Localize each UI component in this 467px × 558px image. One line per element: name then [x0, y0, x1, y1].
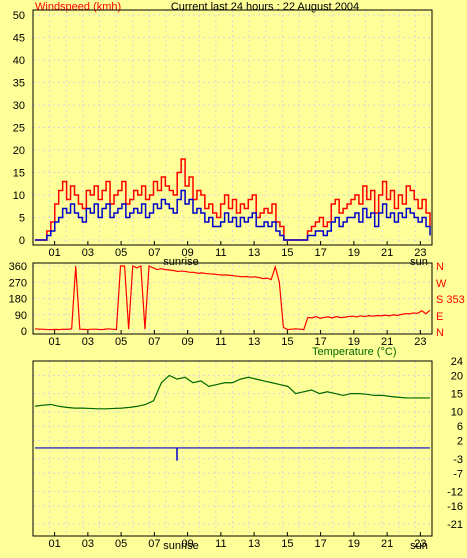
- temperature-ytick-2: 2: [457, 436, 463, 448]
- wind-xtick-23: 23: [414, 247, 426, 259]
- wind-chart-frame: [32, 9, 433, 246]
- temperature-xtick-07: 07: [148, 538, 160, 550]
- temperature-xtick-03: 03: [82, 538, 94, 550]
- direction-xtick-19: 19: [348, 336, 360, 348]
- temperature-xtick-13: 13: [248, 538, 260, 550]
- temperature-ytick--16: -16: [447, 501, 463, 513]
- wind-ytick-50: 50: [13, 10, 25, 22]
- direction-ytick-0: 0: [21, 326, 27, 338]
- wind-ytick-35: 35: [13, 78, 25, 90]
- wind-xtick-13: 13: [248, 247, 260, 259]
- temperature-ytick-15: 15: [451, 389, 463, 401]
- direction-xtick-17: 17: [314, 336, 326, 348]
- temperature-ytick-10: 10: [451, 407, 463, 419]
- wind-xtick-19: 19: [348, 247, 360, 259]
- direction-ytick-360: 360: [9, 261, 27, 273]
- wind-ytick-30: 30: [13, 100, 25, 112]
- wind-xtick-07: 07: [148, 247, 160, 259]
- wind-xtick-15: 15: [281, 247, 293, 259]
- temperature-xtick-09: 09: [181, 538, 193, 550]
- wind-ytick-0: 0: [19, 235, 25, 247]
- temperature-ytick-6: 6: [457, 421, 463, 433]
- direction-compass-label-4: N: [436, 327, 444, 339]
- direction-xtick-15: 15: [281, 336, 293, 348]
- temperature-ytick--21: -21: [447, 519, 463, 531]
- wind-ytick-5: 5: [19, 213, 25, 225]
- temperature-ytick--3: -3: [453, 454, 463, 466]
- direction-compass-label-2: S 353: [436, 294, 465, 306]
- wind-xtick-11: 11: [215, 247, 226, 259]
- direction-xtick-01: 01: [48, 336, 60, 348]
- direction-compass-label-3: E: [436, 311, 443, 323]
- direction-ytick-270: 270: [9, 277, 27, 289]
- wind-chart-title: Windspeed (kmh): [35, 1, 121, 13]
- wind-chart: [32, 9, 433, 246]
- wind-ytick-40: 40: [13, 55, 25, 67]
- wind-gust-series: [35, 158, 431, 241]
- wind-ytick-45: 45: [13, 33, 25, 45]
- temperature-ytick--7: -7: [453, 468, 463, 480]
- temperature-ytick-20: 20: [451, 370, 463, 382]
- temperature-ytick--12: -12: [447, 486, 463, 498]
- wind-ytick-10: 10: [13, 190, 25, 202]
- wind-xtick-05: 05: [115, 247, 127, 259]
- direction-compass-label-1: W: [436, 278, 447, 290]
- temperature-ytick-24: 24: [451, 356, 463, 368]
- temperature-xtick-01: 01: [48, 538, 60, 550]
- temperature-sunrise-label: sunrise: [163, 540, 198, 552]
- direction-xtick-21: 21: [381, 336, 393, 348]
- direction-chart: [32, 262, 433, 335]
- direction-xtick-11: 11: [215, 336, 226, 348]
- wind-sun-label: sun: [410, 256, 428, 268]
- direction-xtick-07: 07: [148, 336, 160, 348]
- direction-chart-frame: [32, 262, 433, 335]
- wind-ytick-15: 15: [13, 168, 25, 180]
- wind-xtick-01: 01: [48, 247, 60, 259]
- temperature-xtick-05: 05: [115, 538, 127, 550]
- wind-xtick-03: 03: [82, 247, 94, 259]
- direction-xtick-05: 05: [115, 336, 127, 348]
- wind-ytick-20: 20: [13, 145, 25, 157]
- temperature-chart-frame: [32, 360, 433, 537]
- direction-xtick-13: 13: [248, 336, 260, 348]
- temperature-xtick-15: 15: [281, 538, 293, 550]
- wind-xtick-17: 17: [314, 247, 326, 259]
- wind-xtick-21: 21: [381, 247, 393, 259]
- temperature-xtick-19: 19: [348, 538, 360, 550]
- direction-xtick-23: 23: [414, 336, 426, 348]
- temperature-temperature-series: [34, 374, 430, 410]
- temperature-chart: [32, 360, 433, 537]
- temperature-xtick-23: 23: [414, 538, 426, 550]
- direction-ytick-90: 90: [15, 310, 27, 322]
- temperature-xtick-11: 11: [215, 538, 226, 550]
- temperature-xtick-17: 17: [314, 538, 326, 550]
- direction-xtick-03: 03: [82, 336, 94, 348]
- direction-ytick-180: 180: [9, 294, 27, 306]
- direction-compass-label-0: N: [436, 261, 444, 273]
- temperature-chart-title: Temperature (°C): [312, 346, 396, 358]
- wind-average-series: [35, 189, 431, 241]
- direction-xtick-09: 09: [181, 336, 193, 348]
- direction-series: [34, 264, 431, 331]
- temperature-xtick-21: 21: [381, 538, 393, 550]
- wind-ytick-25: 25: [13, 123, 25, 135]
- temperature-sun-label: sun: [410, 540, 428, 552]
- wind-sunrise-label: sunrise: [163, 256, 198, 268]
- wind-xtick-09: 09: [181, 247, 193, 259]
